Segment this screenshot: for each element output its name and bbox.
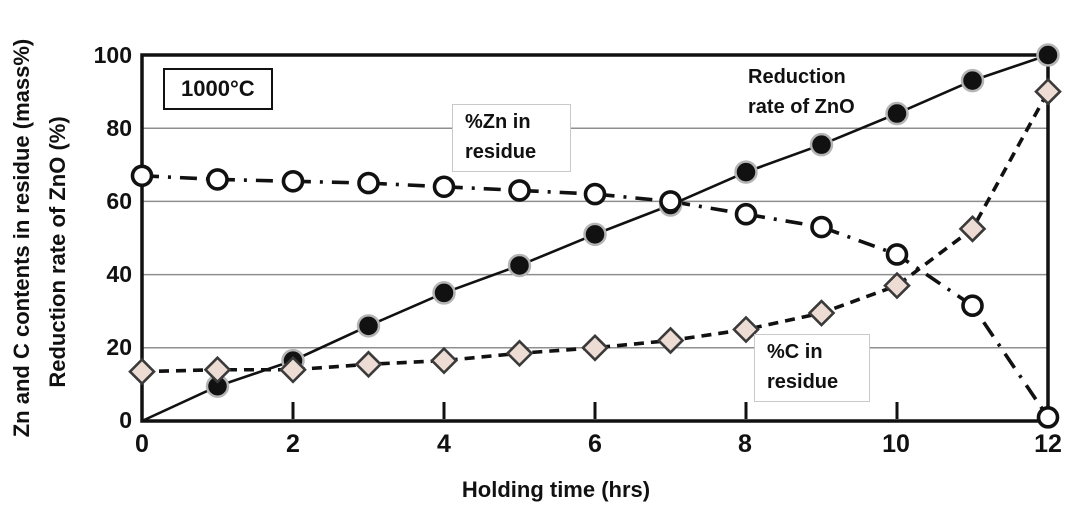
y-axis-title-line2: Reduction rate of ZnO (%) xyxy=(45,116,70,388)
temperature-label: 1000°C xyxy=(163,68,273,110)
series-label-c-line1: %C in xyxy=(767,341,823,363)
x-tick-12: 12 xyxy=(1034,430,1062,458)
series-label-zn: %Zn in residue xyxy=(452,104,571,172)
y-axis-title-line1: Zn and C contents in residue (mass%) xyxy=(9,38,34,438)
x-tick-4: 4 xyxy=(437,430,451,458)
x-tick-10: 10 xyxy=(882,430,910,458)
series-label-reduction-line1: Reduction xyxy=(748,66,846,88)
series-label-reduction-line2: rate of ZnO xyxy=(748,96,855,118)
y-tick-40: 40 xyxy=(106,261,132,287)
y-tick-60: 60 xyxy=(106,188,132,214)
y-tick-100: 100 xyxy=(93,42,132,68)
y-tick-80: 80 xyxy=(106,115,132,141)
x-tick-8: 8 xyxy=(738,430,752,458)
series-label-c-line2: residue xyxy=(767,371,839,393)
x-tick-0: 0 xyxy=(135,430,149,458)
y-tick-0: 0 xyxy=(119,407,132,433)
series-label-zn-line1: %Zn in xyxy=(465,111,531,133)
x-tick-6: 6 xyxy=(588,430,602,458)
y-tick-20: 20 xyxy=(106,334,132,360)
series-label-c: %C in residue xyxy=(754,334,870,402)
series-label-reduction: Reduction rate of ZnO xyxy=(746,62,861,124)
x-axis-title: Holding time (hrs) xyxy=(461,477,651,502)
series-label-zn-line2: residue xyxy=(465,141,537,163)
x-tick-2: 2 xyxy=(286,430,300,458)
